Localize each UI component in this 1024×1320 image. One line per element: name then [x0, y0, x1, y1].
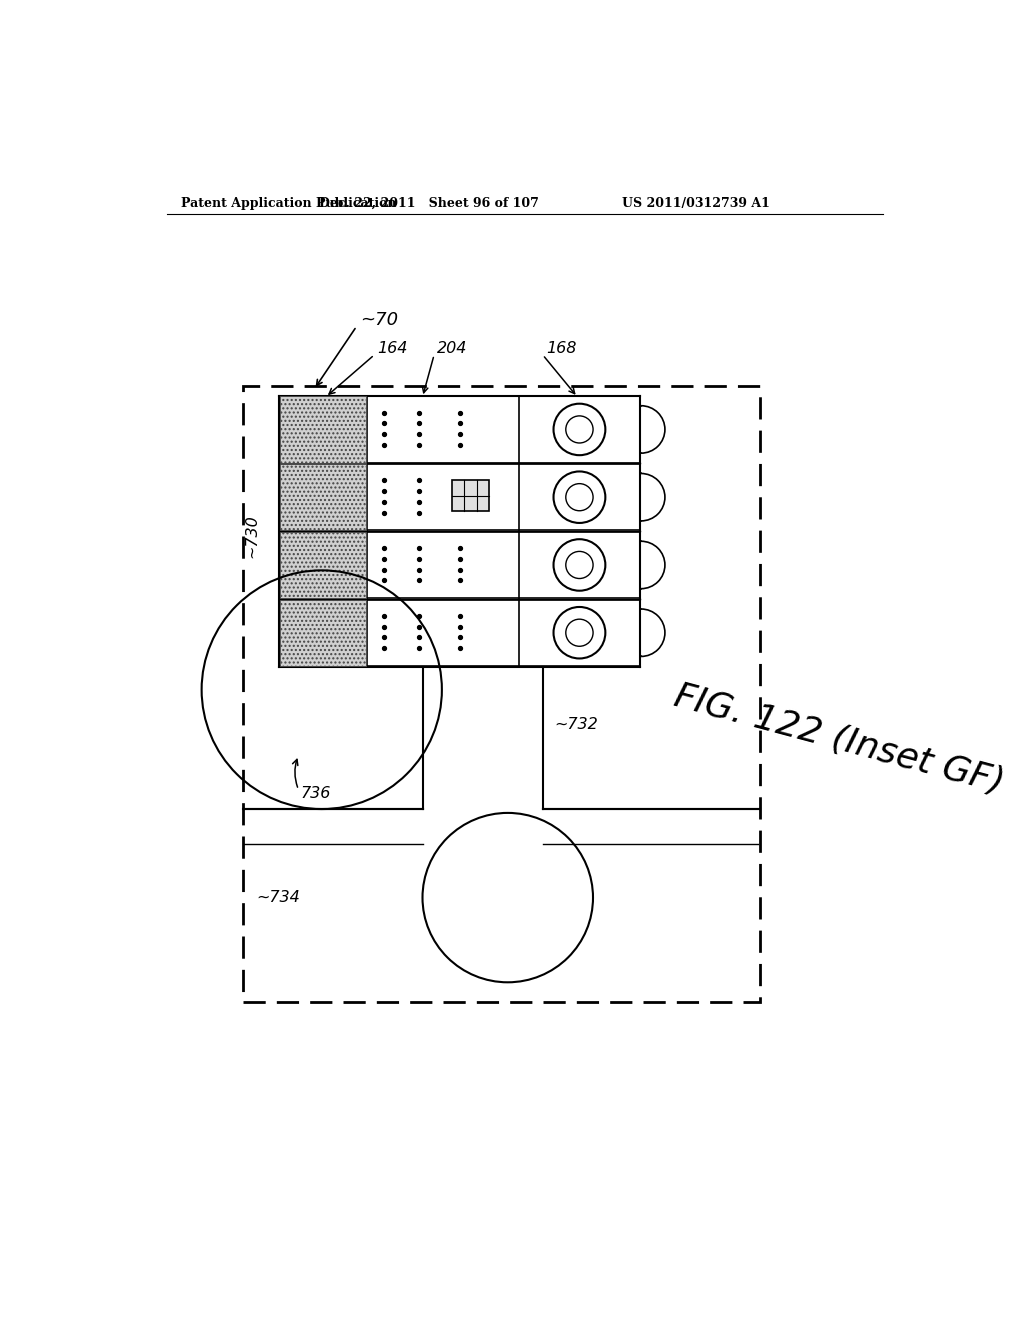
Bar: [280, 396, 366, 462]
Bar: [280, 532, 366, 598]
Text: 736: 736: [301, 787, 331, 801]
Text: US 2011/0312739 A1: US 2011/0312739 A1: [623, 197, 770, 210]
Text: ~734: ~734: [256, 890, 300, 906]
Text: FIG. 122 (Inset GF): FIG. 122 (Inset GF): [671, 680, 1008, 800]
Bar: [280, 465, 366, 531]
Text: ~730: ~730: [245, 513, 259, 557]
Bar: [280, 599, 366, 665]
Text: 204: 204: [437, 341, 468, 356]
Text: Dec. 22, 2011   Sheet 96 of 107: Dec. 22, 2011 Sheet 96 of 107: [318, 197, 539, 210]
Text: ~70: ~70: [360, 312, 398, 329]
Bar: [452, 480, 489, 511]
Text: ~732: ~732: [554, 717, 598, 731]
Text: 164: 164: [378, 341, 408, 356]
Text: Patent Application Publication: Patent Application Publication: [180, 197, 396, 210]
Bar: [243, 385, 760, 1002]
Text: 168: 168: [546, 341, 577, 356]
